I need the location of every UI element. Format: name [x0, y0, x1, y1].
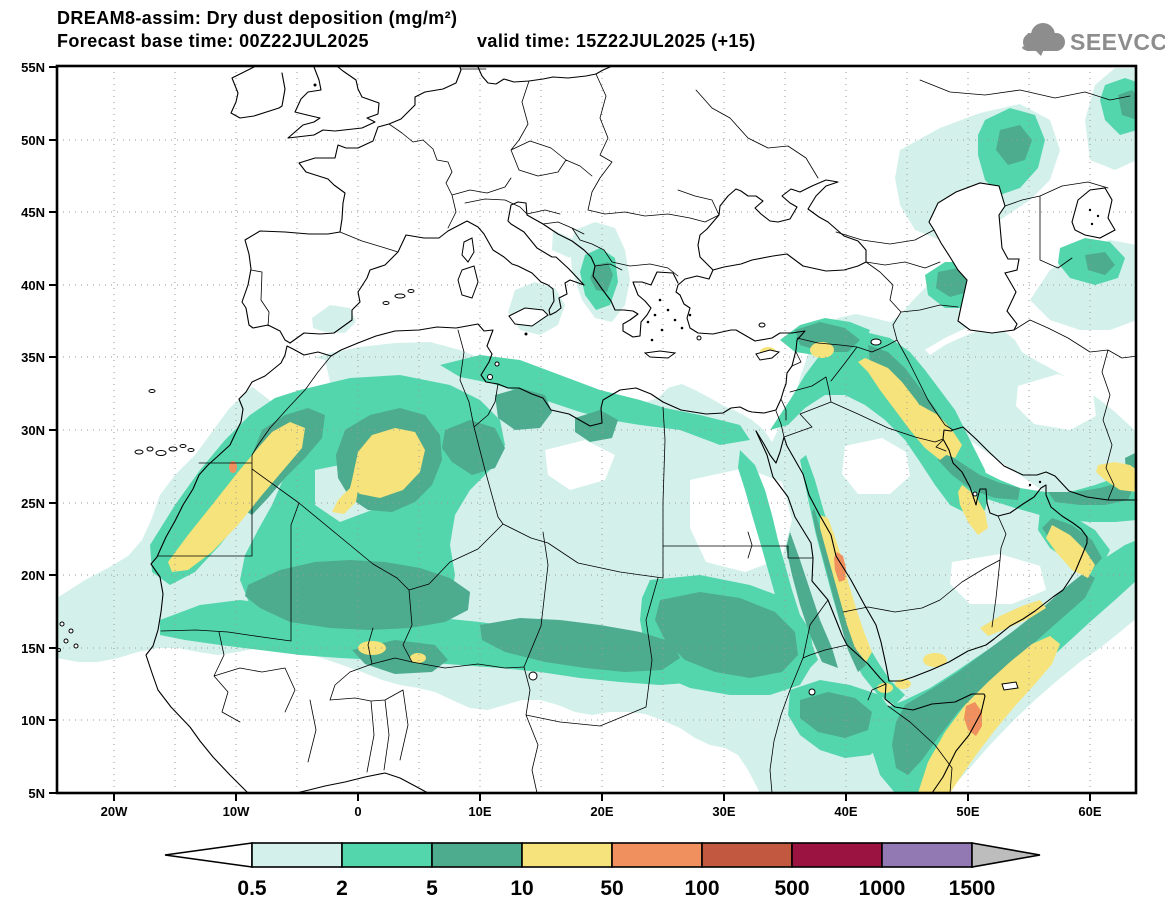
- x-tick-label: 20W: [101, 804, 128, 819]
- colorbar-labels: 0.5 2 5 10 50 100 500 1000 1500: [237, 877, 995, 900]
- cloud-icon: [1022, 23, 1065, 56]
- y-tick-label: 45N: [21, 205, 45, 220]
- valid-time: valid time: 15Z22JUL2025 (+15): [477, 31, 756, 51]
- colorbar-label: 1000: [859, 877, 906, 900]
- colorbar: 0.5 2 5 10 50 100 500 1000 1500: [164, 842, 1041, 900]
- colorbar-label: 100: [684, 877, 719, 900]
- colorbar-segment: [611, 842, 703, 868]
- colorbar-segment: [431, 842, 523, 868]
- x-tick-label: 60E: [1078, 804, 1101, 819]
- y-tick-label: 15N: [21, 641, 45, 656]
- lakes: [528, 322, 882, 696]
- colorbar-label: 500: [774, 877, 809, 900]
- x-tick-label: 0: [354, 804, 361, 819]
- colorbar-above-arrow: [971, 842, 1041, 868]
- coastlines: [145, 66, 1138, 794]
- colorbar-segment: [341, 842, 433, 868]
- colorbar-label: 2: [336, 877, 348, 900]
- forecast-base-time: Forecast base time: 00Z22JUL2025: [57, 31, 369, 51]
- colorbar-segment: [701, 842, 793, 868]
- colorbar-label: 0.5: [237, 877, 267, 900]
- x-axis-labels: 20W 10W 0 10E 20E 30E 40E 50E 60E: [101, 804, 1102, 819]
- seevccc-logo: SEEVCCC: [1022, 23, 1165, 56]
- y-tick-label: 20N: [21, 568, 45, 583]
- colorbar-label: 10: [510, 877, 533, 900]
- y-tick-label: 30N: [21, 423, 45, 438]
- country-borders: [157, 68, 1138, 794]
- x-tick-label: 50E: [956, 804, 979, 819]
- x-tick-label: 40E: [834, 804, 857, 819]
- colorbar-label: 5: [426, 877, 438, 900]
- x-tick-label: 30E: [712, 804, 735, 819]
- y-tick-label: 40N: [21, 278, 45, 293]
- colorbar-segment: [521, 842, 613, 868]
- x-tick-label: 10W: [223, 804, 250, 819]
- colorbar-label: 50: [600, 877, 623, 900]
- colorbar-label: 1500: [949, 877, 996, 900]
- x-tick-label: 20E: [590, 804, 613, 819]
- axis-ticks: [49, 66, 1091, 801]
- y-tick-label: 50N: [21, 133, 45, 148]
- y-axis-labels: 55N 50N 45N 40N 35N 30N 25N 20N 15N 10N …: [21, 60, 45, 801]
- chart-title: DREAM8-assim: Dry dust deposition (mg/m²…: [57, 8, 457, 28]
- y-tick-label: 25N: [21, 496, 45, 511]
- colorbar-segment: [881, 842, 973, 868]
- colorbar-below-arrow: [164, 842, 253, 868]
- y-tick-label: 5N: [28, 786, 45, 801]
- y-tick-label: 10N: [21, 713, 45, 728]
- colorbar-segment: [251, 842, 343, 868]
- colorbar-segment: [791, 842, 883, 868]
- y-tick-label: 55N: [21, 60, 45, 75]
- y-tick-label: 35N: [21, 350, 45, 365]
- logo-text: SEEVCCC: [1070, 29, 1165, 55]
- x-tick-label: 10E: [468, 804, 491, 819]
